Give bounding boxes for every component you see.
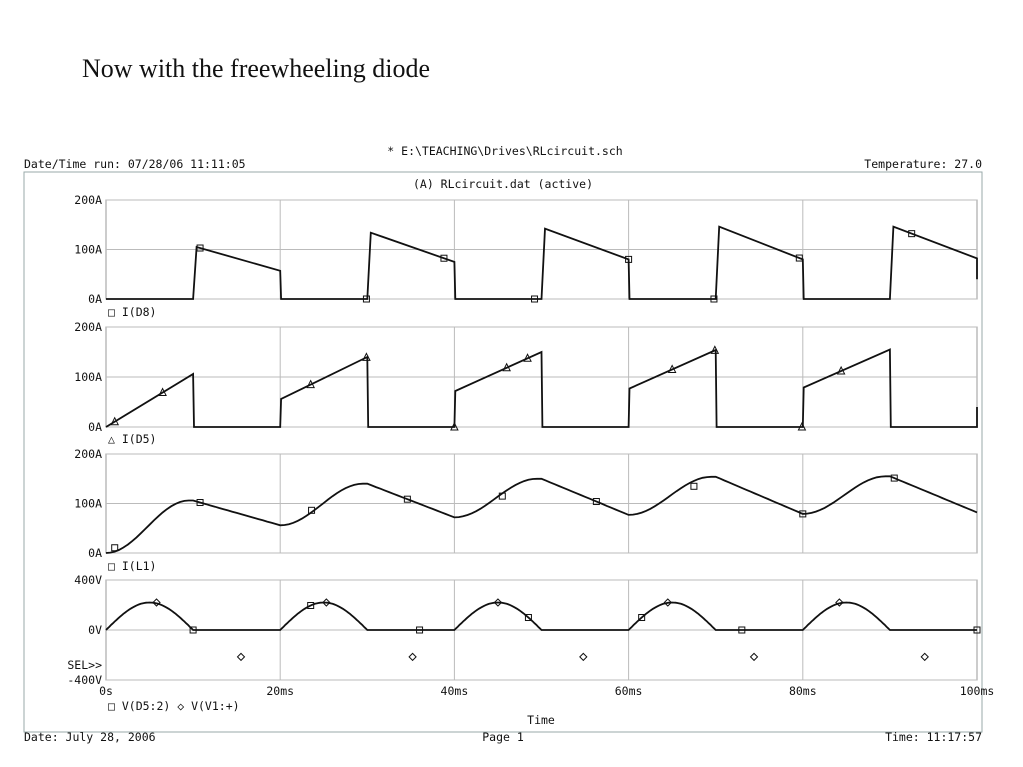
square-marker <box>498 492 506 500</box>
square-marker <box>196 244 204 252</box>
square-marker <box>795 254 803 262</box>
square-marker <box>524 614 532 622</box>
triangle-marker <box>667 364 677 373</box>
series-line-i-d8- <box>106 225 978 300</box>
diamond-marker <box>835 598 844 607</box>
data-file: (A) RLcircuit.dat (active) <box>413 177 593 191</box>
diamond-marker <box>322 598 331 607</box>
legend-label: △ I(D5) <box>108 432 156 446</box>
triangle-marker <box>362 352 371 361</box>
triangle-marker <box>836 365 846 375</box>
triangle-marker <box>450 421 459 431</box>
y-tick-label: 200A <box>74 193 102 207</box>
temperature: Temperature: 27.0 <box>864 157 982 171</box>
y-tick-label: 200A <box>74 447 102 461</box>
plot-frame <box>23 171 983 733</box>
square-marker <box>189 626 197 634</box>
square-marker <box>625 255 633 263</box>
sel-label: SEL>> <box>67 658 102 672</box>
square-marker <box>362 295 370 303</box>
triangle-marker <box>797 421 807 431</box>
y-tick-label: 0V <box>88 623 102 637</box>
legend-label: □ V(D5:2) ◇ V(V1:+) <box>108 699 240 713</box>
legend-label: □ I(L1) <box>108 559 156 573</box>
triangle-marker <box>502 362 511 372</box>
square-marker <box>196 499 204 507</box>
diamond-marker <box>920 652 929 662</box>
x-axis-title: Time <box>527 713 555 727</box>
diamond-marker <box>152 598 161 607</box>
date-time-run: Date/Time run: 07/28/06 11:11:05 <box>24 157 246 171</box>
square-marker <box>308 506 316 514</box>
y-tick-label: 100A <box>74 497 102 511</box>
square-marker <box>799 510 807 518</box>
triangle-marker <box>110 416 120 426</box>
series-line-i-d5- <box>105 348 978 428</box>
diamond-marker <box>236 652 246 662</box>
series-line-v-d5-2- <box>105 601 977 631</box>
y-tick-label: 100A <box>74 243 102 257</box>
y-tick-label: 200A <box>74 320 102 334</box>
square-marker <box>416 626 424 634</box>
x-tick-label: 60ms <box>615 684 643 698</box>
triangle-marker <box>306 379 315 389</box>
footer-time: Time: 11:17:57 <box>885 730 982 744</box>
y-tick-label: 400V <box>74 573 102 587</box>
footer-date: Date: July 28, 2006 <box>24 730 156 744</box>
series-line-i-l1- <box>105 475 978 554</box>
square-marker <box>890 474 898 482</box>
x-tick-label: 40ms <box>441 684 469 698</box>
square-marker <box>973 626 981 634</box>
diamond-marker <box>408 652 417 662</box>
triangle-marker <box>710 345 720 354</box>
y-tick-label: -400V <box>67 673 102 687</box>
schematic-path: * E:\TEACHING\Drives\RLcircuit.sch <box>387 144 622 158</box>
legend-label: □ I(D8) <box>108 305 156 319</box>
y-tick-label: 0A <box>88 546 102 560</box>
slide-title: Now with the freewheeling diode <box>82 54 431 83</box>
footer-page: Page 1 <box>482 730 524 744</box>
y-tick-label: 0A <box>88 420 102 434</box>
square-marker <box>738 626 746 634</box>
y-tick-label: 100A <box>74 370 102 384</box>
y-tick-label: 0A <box>88 292 102 306</box>
square-marker <box>307 601 315 609</box>
square-marker <box>403 495 411 503</box>
x-tick-label: 0s <box>99 684 113 698</box>
square-marker <box>111 544 119 552</box>
triangle-marker <box>523 353 532 362</box>
diamond-marker <box>663 598 673 607</box>
triangle-marker <box>158 387 167 397</box>
x-tick-label: 100ms <box>960 684 995 698</box>
square-marker <box>690 482 698 490</box>
square-marker <box>908 230 916 238</box>
square-marker <box>592 498 600 506</box>
square-marker <box>531 295 539 303</box>
diamond-marker <box>749 652 759 662</box>
square-marker <box>710 295 718 303</box>
x-tick-label: 20ms <box>266 684 294 698</box>
diamond-marker <box>579 652 588 662</box>
diamond-marker <box>493 598 503 607</box>
square-marker <box>440 254 448 262</box>
square-marker <box>638 614 646 622</box>
x-tick-label: 80ms <box>789 684 817 698</box>
